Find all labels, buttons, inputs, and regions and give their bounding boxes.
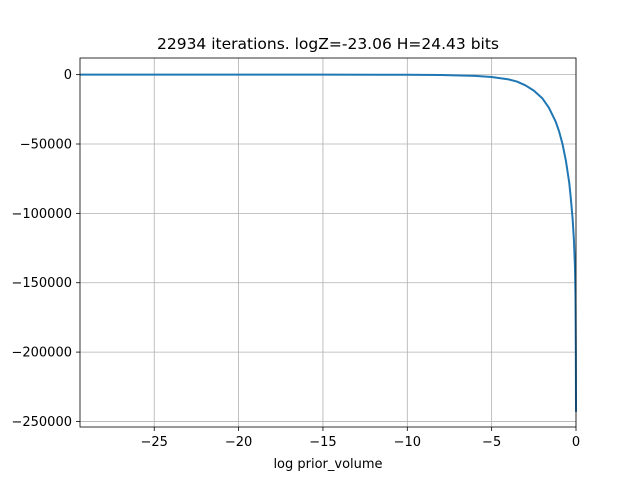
chart-title: 22934 iterations. logZ=-23.06 H=24.43 bi… xyxy=(157,35,499,53)
x-tick-label: −5 xyxy=(482,435,501,450)
plot-frame xyxy=(79,57,577,428)
y-tick-label: −250000 xyxy=(11,415,72,430)
ticks: −25 −20 −15 −10 −5 0 0 −50000 −100000 −150000 −200… xyxy=(11,68,580,450)
y-tick-label: −150000 xyxy=(11,276,72,291)
x-tick-label: −15 xyxy=(309,435,336,450)
x-tick-label: −20 xyxy=(225,435,252,450)
x-tick-label: −10 xyxy=(394,435,421,450)
series-layer xyxy=(80,73,577,412)
series-line xyxy=(80,73,577,412)
y-tick-label: −50000 xyxy=(20,138,72,153)
x-axis-title: log prior_volume xyxy=(273,457,382,472)
y-tick-label: −200000 xyxy=(11,346,72,361)
y-tick-label: −100000 xyxy=(11,207,72,222)
x-tick-label: −25 xyxy=(141,435,168,450)
y-tick-label: 0 xyxy=(64,68,72,83)
x-tick-label: 0 xyxy=(572,435,580,450)
